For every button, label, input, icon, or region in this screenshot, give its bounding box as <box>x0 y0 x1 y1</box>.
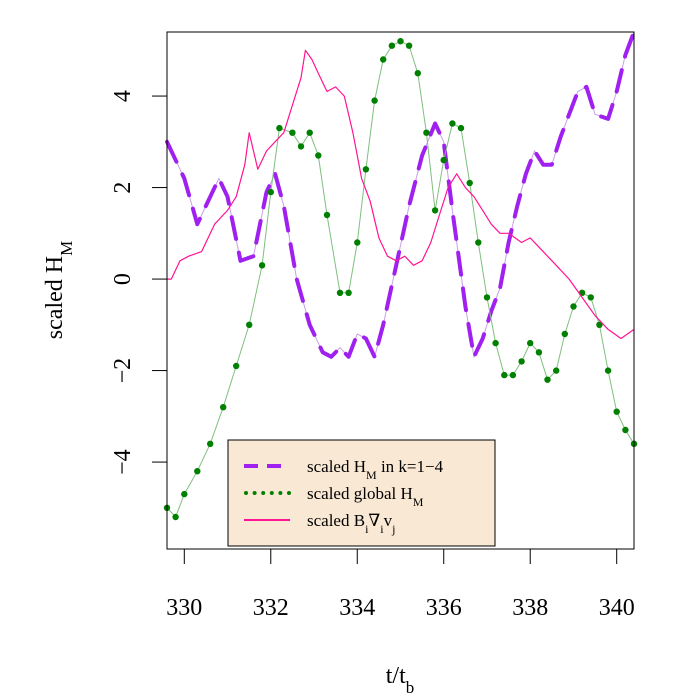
y-axis-title: scaled HM <box>42 241 76 339</box>
legend-item: scaled HM in k=1−4 <box>244 457 444 482</box>
series-dashed <box>165 30 636 359</box>
data-point <box>297 143 305 150</box>
legend-label: scaled global HM <box>307 484 424 509</box>
data-point <box>336 289 344 296</box>
data-point <box>246 321 253 328</box>
y-tick-label: 0 <box>110 273 136 285</box>
x-tick-label: 340 <box>599 595 635 621</box>
data-point <box>501 371 508 379</box>
data-point <box>475 239 482 246</box>
x-axis-title: t/tb <box>386 663 415 697</box>
x-tick-label: 330 <box>166 595 202 621</box>
data-point <box>570 303 577 310</box>
data-point <box>553 367 560 374</box>
y-tick-label: 4 <box>110 90 136 102</box>
y-tick-label: −4 <box>110 449 136 475</box>
x-tick-label: 332 <box>253 595 289 621</box>
data-point <box>587 294 594 301</box>
data-point <box>306 129 313 136</box>
y-tick-label: −2 <box>110 358 136 384</box>
x-axis: 330 332 334 336 338 340 <box>166 548 635 621</box>
data-point <box>362 166 370 173</box>
legend-dot <box>278 491 283 495</box>
series-dashed-line <box>165 30 636 359</box>
data-point <box>380 56 387 63</box>
data-point <box>315 152 322 159</box>
data-point <box>267 188 274 196</box>
data-point <box>604 367 612 374</box>
data-point <box>492 339 499 347</box>
data-point <box>276 124 283 132</box>
data-point <box>414 70 421 77</box>
legend-item: scaled Bi∇ivj <box>244 511 395 536</box>
legend-dot <box>252 491 257 495</box>
data-point <box>388 42 396 49</box>
legend-dot <box>261 491 266 495</box>
legend-dot <box>287 491 291 495</box>
data-point <box>289 129 296 136</box>
x-tick-label: 338 <box>512 595 548 621</box>
legend-label: scaled HM in k=1−4 <box>307 457 444 482</box>
legend-dot <box>269 491 274 495</box>
data-point <box>466 179 473 187</box>
data-point <box>449 120 456 127</box>
data-point <box>509 371 517 379</box>
data-point <box>457 124 465 132</box>
y-tick-label: 2 <box>110 182 136 194</box>
data-point <box>518 358 525 365</box>
data-point <box>405 42 413 49</box>
series-layer <box>163 30 638 521</box>
x-tick-label: 336 <box>426 595 462 621</box>
data-point <box>527 339 534 347</box>
data-point <box>194 468 201 475</box>
series-solid <box>167 49 635 340</box>
data-point <box>371 97 378 104</box>
data-point <box>181 490 188 498</box>
legend-item: scaled global HM <box>244 484 424 509</box>
data-point <box>220 404 227 411</box>
series-line <box>167 49 635 340</box>
data-point <box>483 294 491 301</box>
data-point <box>354 239 361 246</box>
data-point <box>233 362 240 370</box>
data-point <box>535 349 543 356</box>
data-point <box>323 211 331 219</box>
x-tick-label: 334 <box>339 595 375 621</box>
legend-swatch <box>244 491 291 495</box>
data-point <box>258 262 266 269</box>
data-point <box>561 330 568 338</box>
y-axis: −4 −2 0 2 4 <box>110 90 168 475</box>
data-point <box>596 321 603 328</box>
data-point <box>431 207 439 214</box>
data-point <box>345 289 352 296</box>
data-point <box>622 426 629 434</box>
series-dotted <box>163 38 638 521</box>
data-point <box>207 440 214 447</box>
data-point <box>544 376 551 383</box>
legend-label: scaled Bi∇ivj <box>307 511 395 536</box>
data-point <box>423 129 430 136</box>
data-point <box>440 156 447 164</box>
data-point <box>613 408 620 415</box>
data-point <box>397 38 404 45</box>
legend-dot <box>244 491 248 495</box>
data-point <box>172 513 179 521</box>
